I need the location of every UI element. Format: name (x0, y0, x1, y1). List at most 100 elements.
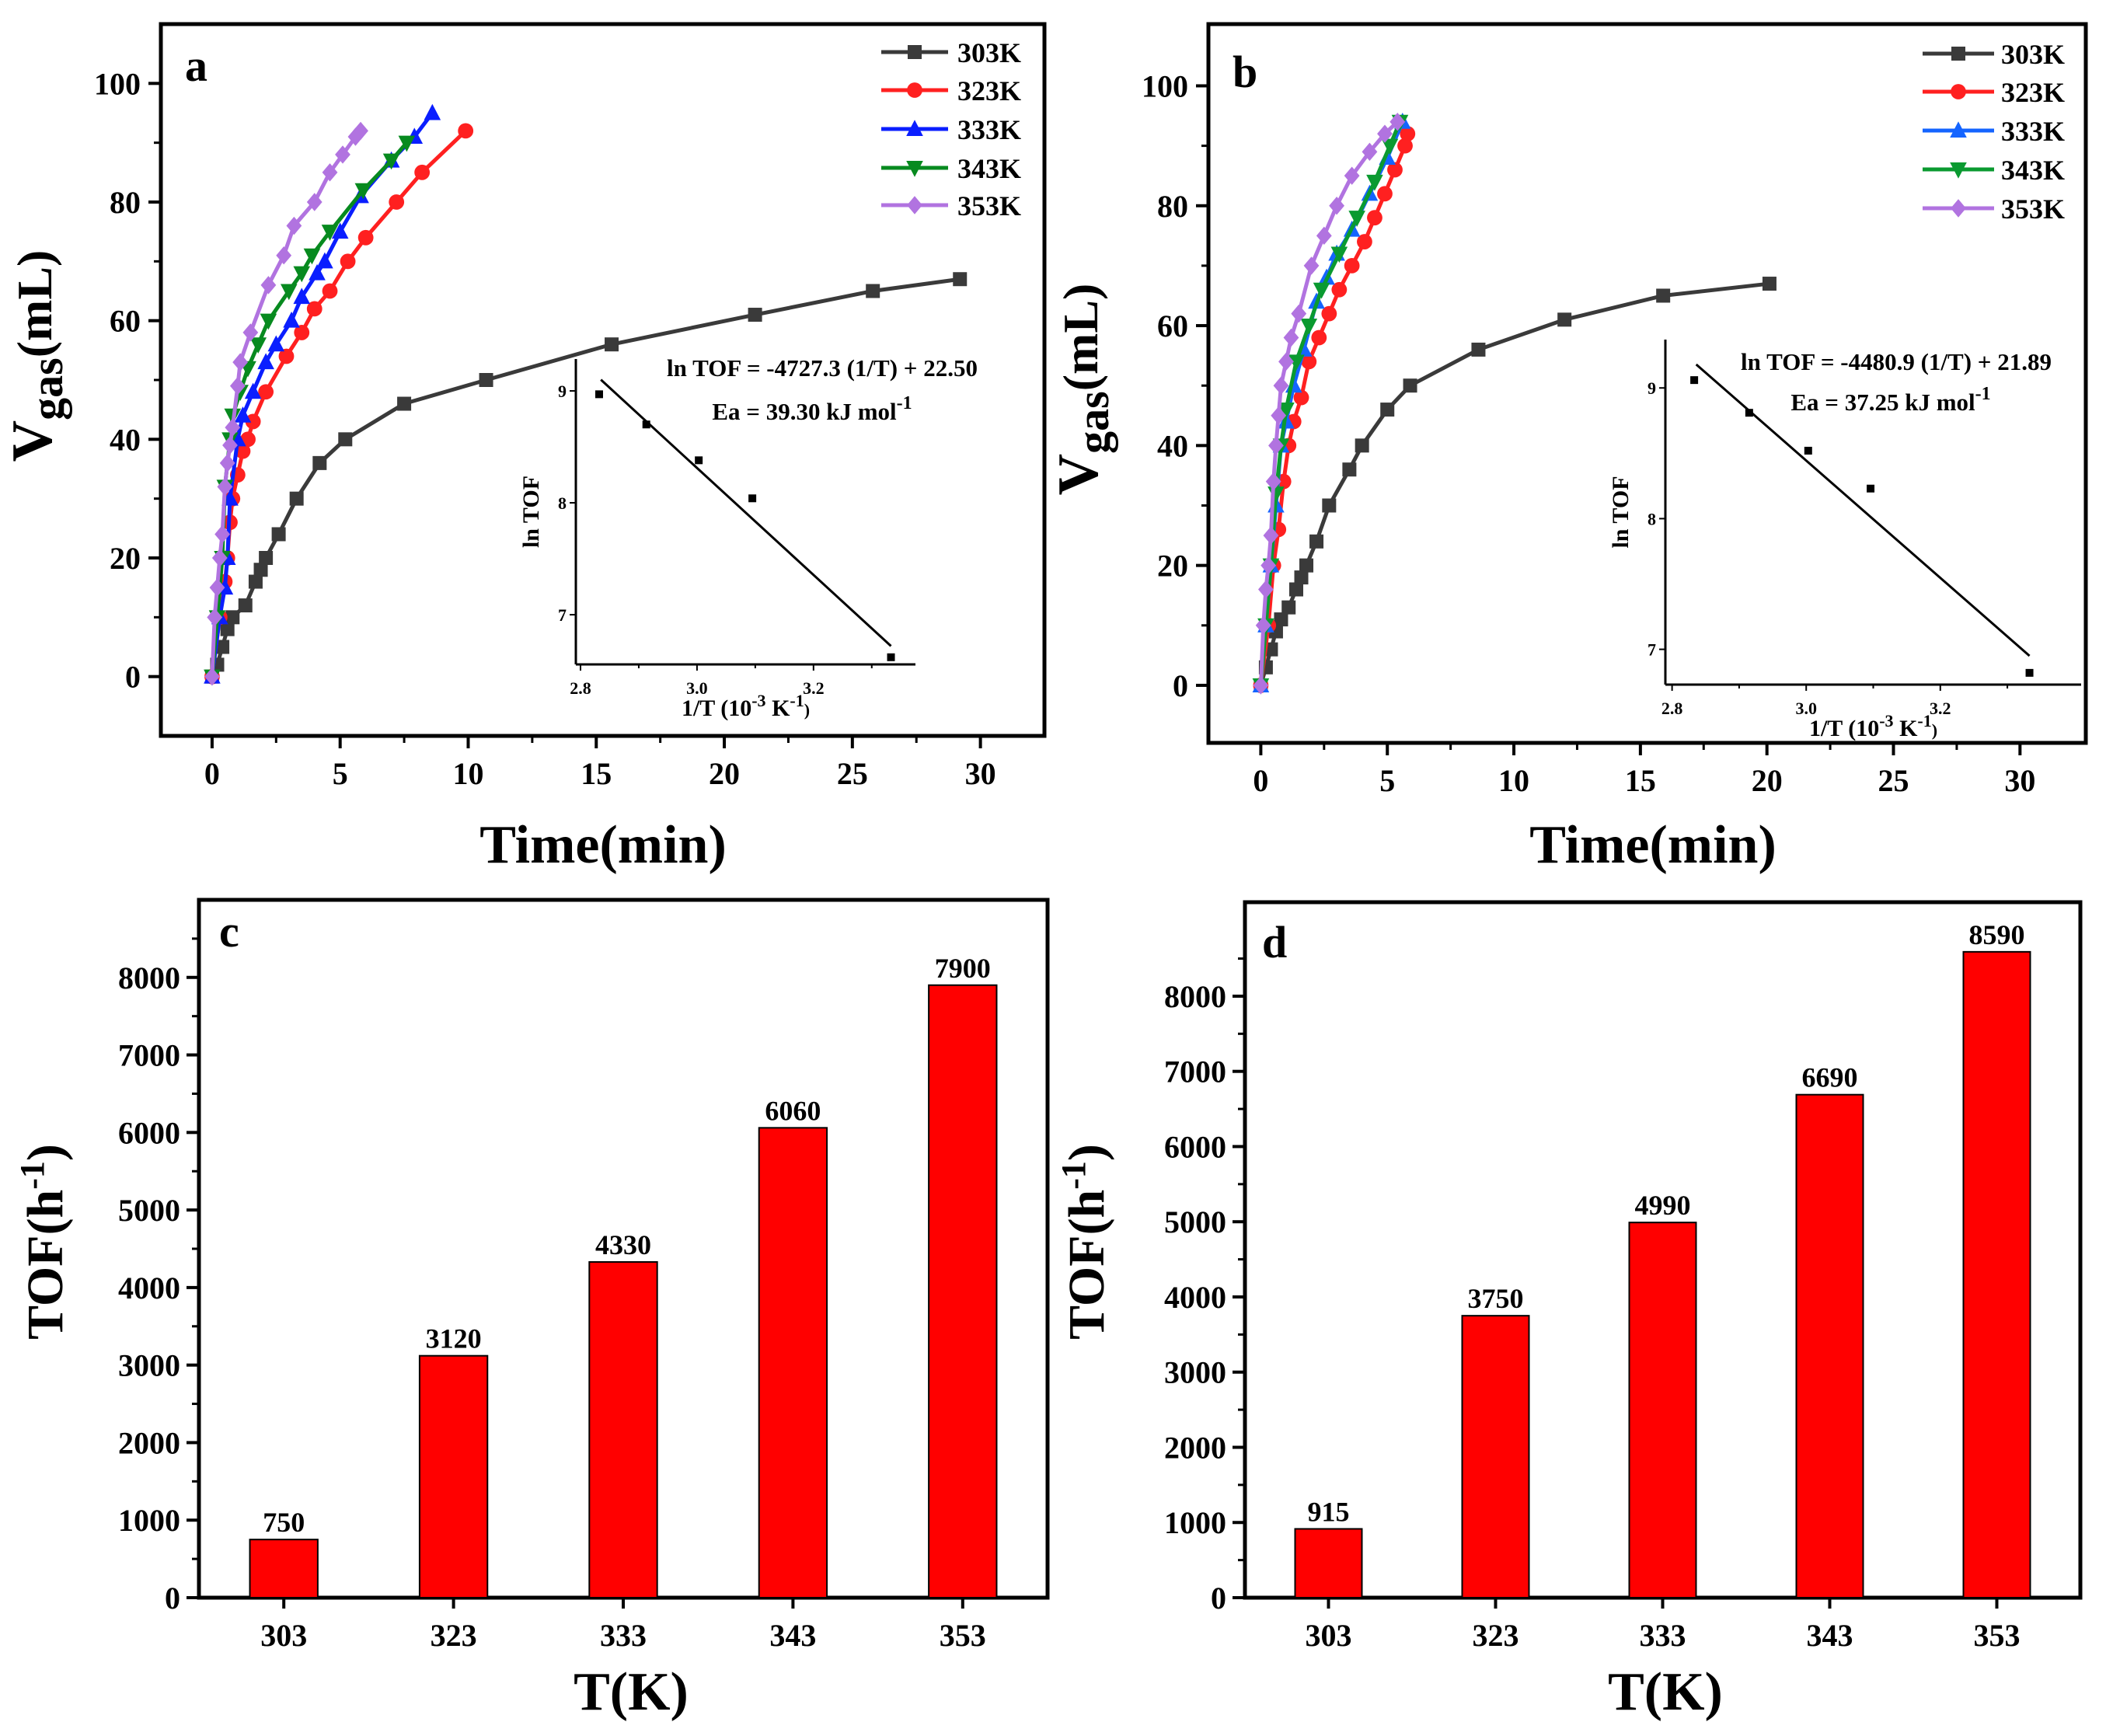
y-tick-label: 7000 (118, 1038, 180, 1073)
data-point (322, 283, 338, 299)
data-point (1301, 354, 1317, 370)
data-point (748, 308, 762, 322)
inset-equation: ln TOF = -4727.3 (1/T) + 22.50 (667, 354, 978, 382)
inset-x-axis-title: 1/T (10-3 K-1) (682, 691, 810, 721)
data-point (267, 335, 285, 352)
y-tick-label: 60 (1157, 309, 1188, 343)
inset-x-axis-title: 1/T (10-3 K-1) (1809, 711, 1937, 741)
data-point (1278, 403, 1295, 419)
legend-item: 333K (881, 114, 1021, 145)
data-point (276, 246, 292, 265)
x-tick-label: 15 (1625, 763, 1656, 798)
data-point (1656, 288, 1671, 303)
text-part: (mL) (1053, 284, 1108, 392)
bar-data-label: 3750 (1468, 1283, 1524, 1314)
x-tick-label: 20 (709, 756, 740, 791)
x-tick-label: 353 (1974, 1618, 2021, 1653)
bar (418, 1354, 489, 1599)
text-part: -3 (1879, 711, 1893, 730)
x-axis-title: Time(min) (479, 815, 727, 875)
inset-x-tick-label: 3.0 (1795, 699, 1817, 718)
data-point (306, 193, 323, 211)
text-part: -1 (1917, 711, 1931, 730)
data-point (1288, 582, 1303, 597)
data-point (338, 432, 353, 447)
bar (588, 1260, 658, 1599)
data-point (232, 353, 249, 371)
data-point (382, 153, 400, 170)
y-tick-label: 8000 (118, 960, 180, 995)
bar (1795, 1093, 1864, 1598)
text-part: -1 (897, 393, 912, 413)
legend-marker (1950, 121, 1967, 138)
inset-x-tick-label: 3.2 (803, 678, 825, 698)
data-point (278, 348, 295, 364)
bar-data-label: 6690 (1802, 1062, 1858, 1093)
x-tick-label: 343 (769, 1618, 816, 1653)
data-point (215, 640, 230, 654)
data-point (1263, 526, 1279, 545)
y-tick-label: 0 (1211, 1581, 1226, 1616)
inset-y-tick-label: 9 (1647, 378, 1656, 398)
text-part: ) (1932, 720, 1937, 740)
legend-label: 353K (2001, 193, 2065, 225)
legend-label: 333K (2001, 116, 2065, 147)
data-point (1293, 389, 1309, 406)
y-tick-label: 8000 (1164, 979, 1226, 1014)
inset-y-tick-label: 8 (1647, 509, 1656, 528)
inset-activation-energy: Ea = 39.30 kJ mol-1 (712, 393, 912, 425)
data-point (1403, 378, 1417, 393)
inset-data-point (2025, 668, 2034, 677)
bar (249, 1539, 319, 1598)
data-point (229, 376, 246, 396)
data-point (1273, 376, 1289, 395)
data-point (1397, 138, 1413, 154)
y-axis-title: TOF(h-1) (1055, 1144, 1115, 1340)
inset-data-point (1745, 409, 1753, 417)
data-point (1260, 556, 1277, 575)
data-point (1274, 612, 1288, 627)
y-tick-label: 5000 (118, 1193, 180, 1228)
data-point (1762, 277, 1777, 291)
legend-item: 353K (881, 190, 1021, 221)
data-point (225, 418, 241, 437)
text-part: K (1894, 716, 1919, 741)
data-point (1291, 304, 1307, 323)
data-point (1471, 342, 1486, 357)
data-point (234, 406, 252, 423)
inset-data-point (1804, 446, 1812, 455)
data-point (1299, 558, 1314, 573)
plot-frame (1206, 22, 2088, 745)
x-tick-label: 303 (1306, 1618, 1352, 1653)
bar (1461, 1315, 1530, 1598)
text-part: 1/T (10 (1809, 716, 1879, 741)
inset-activation-energy: Ea = 37.25 kJ mol-1 (1790, 384, 1990, 416)
y-tick-label: 6000 (118, 1115, 180, 1150)
x-axis-title: T(K) (1608, 1662, 1723, 1722)
legend-label: 303K (2001, 39, 2065, 70)
data-point (260, 276, 277, 295)
data-point (244, 382, 262, 399)
y-tick-label: 100 (1142, 68, 1188, 103)
inset-y-tick-label: 7 (558, 605, 567, 625)
data-point (398, 135, 416, 152)
y-tick-label: 20 (1157, 549, 1188, 584)
data-point (424, 103, 441, 120)
data-point (1288, 354, 1305, 371)
inset-x-tick-label: 3.2 (1930, 699, 1951, 718)
data-point (293, 266, 311, 283)
data-point (1253, 676, 1269, 695)
data-point (293, 288, 311, 305)
data-point (479, 373, 493, 387)
bar-data-label: 7900 (935, 953, 991, 984)
x-tick-label: 0 (1253, 763, 1268, 798)
inset-data-point (887, 653, 895, 661)
text-part: TOF(h (1058, 1190, 1115, 1340)
data-point (1344, 258, 1360, 274)
panel-c: c 0 1000 2000 3000 4000 5000 6000 7000 8000 750 303… (13, 898, 1050, 1722)
y-tick-label: 0 (1173, 668, 1188, 703)
legend-marker (1951, 199, 1966, 218)
y-tick-label: 20 (110, 541, 141, 576)
inset-data-point (594, 390, 603, 399)
x-tick-label: 20 (1752, 763, 1783, 798)
